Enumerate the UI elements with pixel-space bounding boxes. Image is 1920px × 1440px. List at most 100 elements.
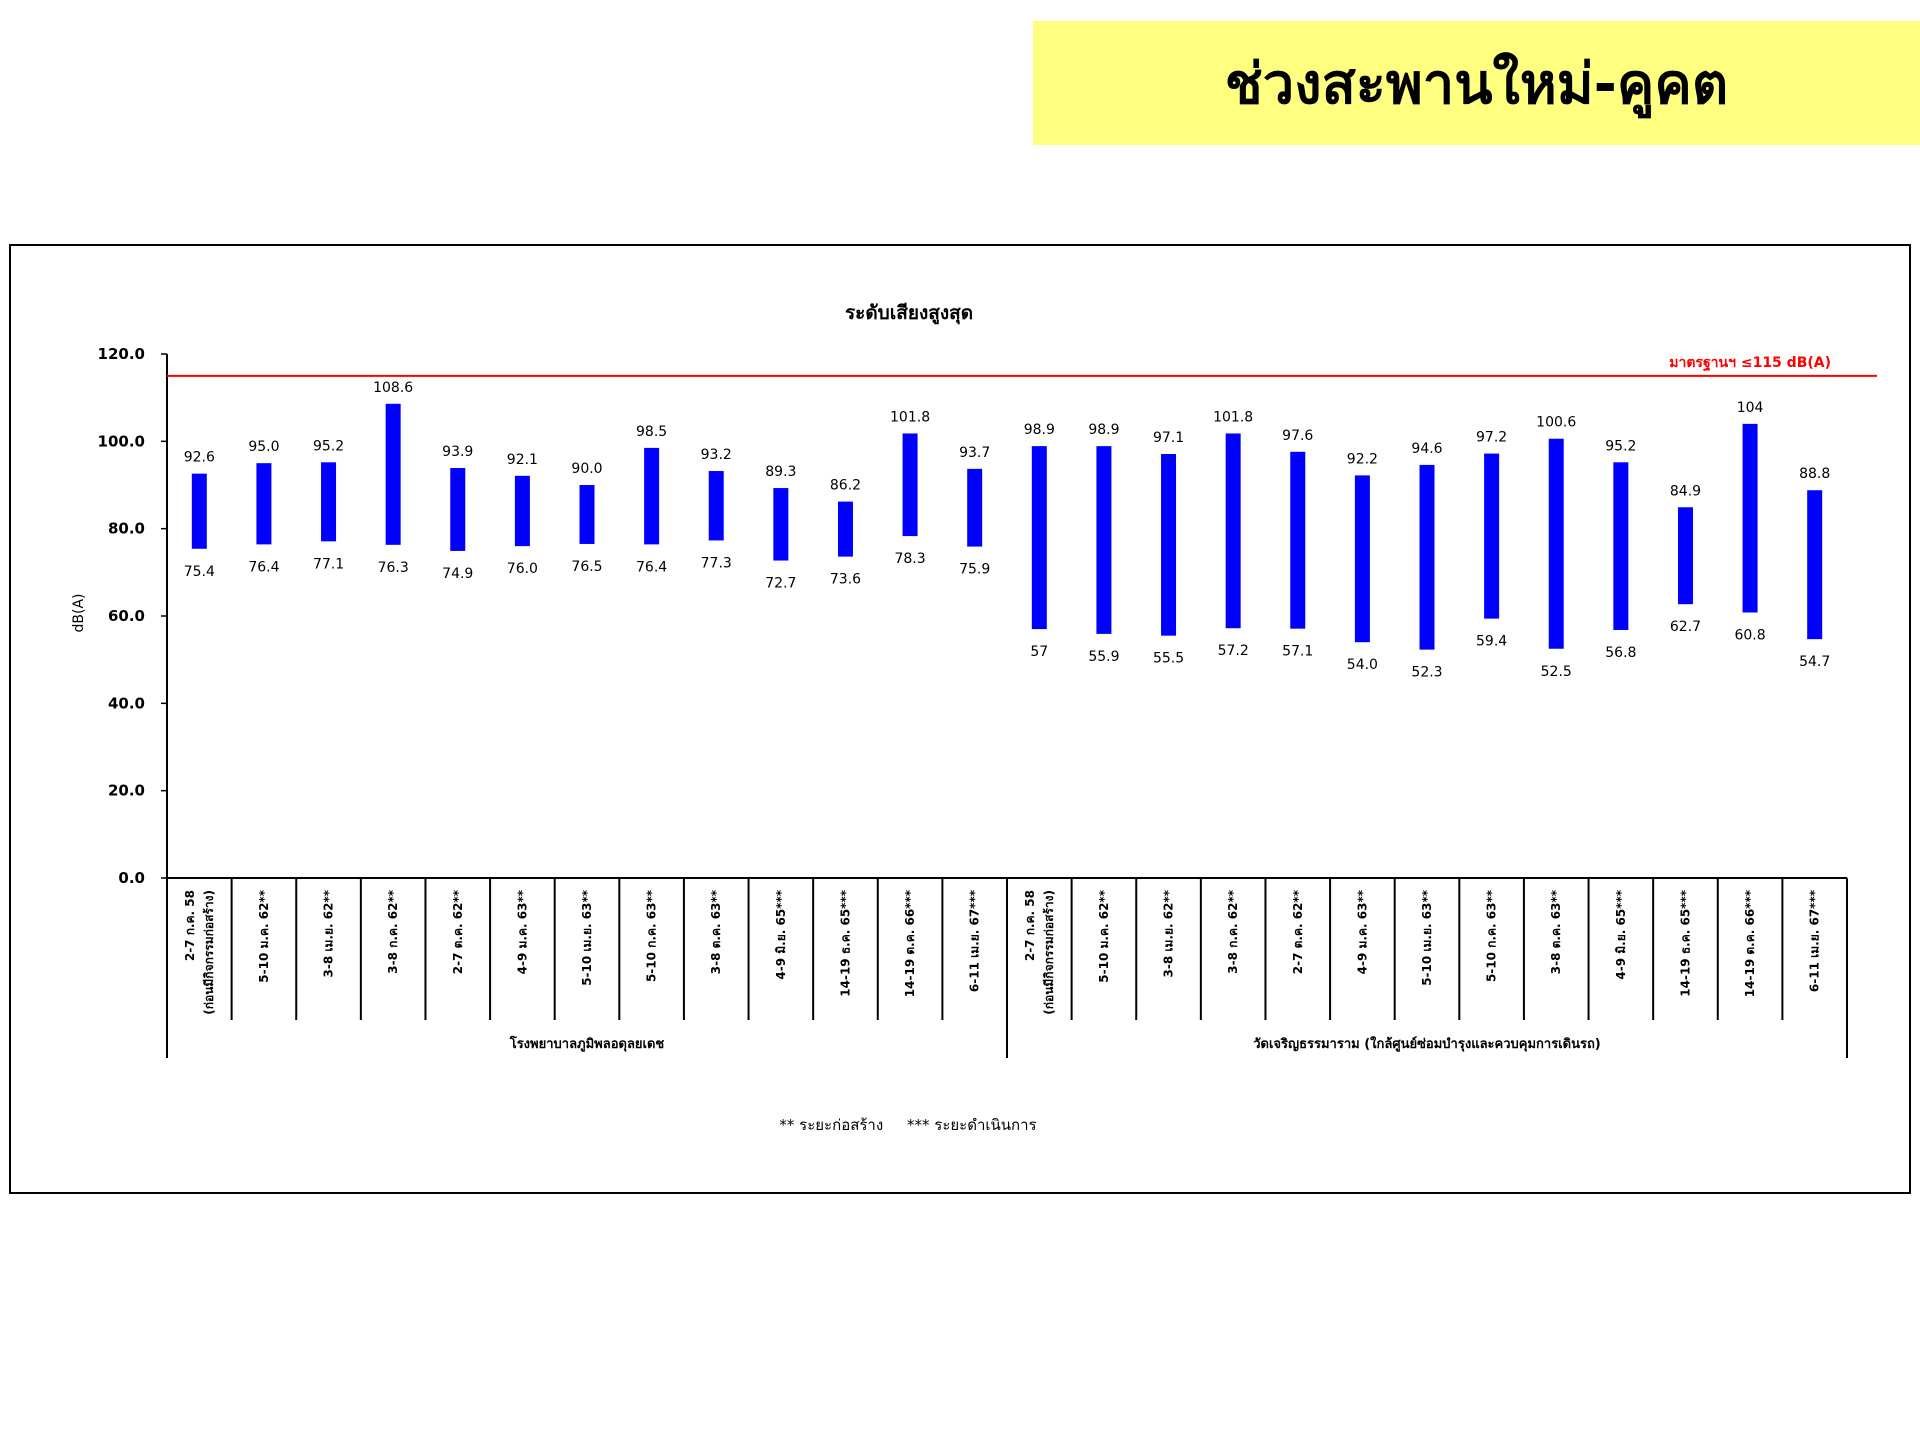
min-value-label: 55.5 xyxy=(1153,651,1184,667)
x-tick-label: 5-10 ก.ค. 63** xyxy=(1485,889,1499,982)
max-value-label: 95.2 xyxy=(1605,438,1636,454)
x-tick-label: 5-10 เม.ย. 63** xyxy=(580,889,594,986)
max-value-label: 95.2 xyxy=(313,438,344,454)
min-value-label: 57.2 xyxy=(1218,643,1249,659)
max-value-label: 98.5 xyxy=(636,424,667,440)
min-value-label: 74.9 xyxy=(442,566,473,582)
min-value-label: 75.9 xyxy=(959,562,990,578)
y-tick-label: 80.0 xyxy=(108,520,145,538)
x-tick-label: 14-19 ต.ค. 66*** xyxy=(903,889,917,997)
range-bar xyxy=(644,447,660,545)
min-value-label: 55.9 xyxy=(1088,649,1119,665)
range-bar xyxy=(1613,462,1629,630)
chart-title: ระดับเสียงสูงสุด xyxy=(845,302,973,325)
min-value-label: 57 xyxy=(1030,644,1048,660)
range-bar xyxy=(579,485,595,544)
x-tick-label: 5-10 ก.ค. 63** xyxy=(645,889,659,982)
x-tick-label: 4-9 ม.ค. 63** xyxy=(1355,889,1369,974)
max-value-label: 84.9 xyxy=(1670,483,1701,499)
range-bar xyxy=(321,462,337,542)
min-value-label: 62.7 xyxy=(1670,619,1701,635)
x-tick-label: 14-19 ธ.ค. 65*** xyxy=(1678,889,1692,996)
min-value-label: 72.7 xyxy=(765,576,796,592)
min-value-label: 54.0 xyxy=(1347,657,1378,673)
x-tick-label: 2-7 ต.ค. 62** xyxy=(1291,889,1305,974)
x-tick-label: 6-11 เม.ย. 67*** xyxy=(968,889,982,992)
max-value-label: 98.9 xyxy=(1088,422,1119,438)
min-value-label: 57.1 xyxy=(1282,644,1313,660)
max-value-label: 97.1 xyxy=(1153,430,1184,446)
max-value-label: 92.6 xyxy=(184,450,215,466)
max-value-label: 89.3 xyxy=(765,464,796,480)
title-banner: ช่วงสะพานใหม่-คูคต xyxy=(1033,21,1920,145)
range-bar xyxy=(450,467,466,551)
range-bar xyxy=(1031,446,1047,630)
min-value-label: 54.7 xyxy=(1799,654,1830,670)
y-tick-label: 100.0 xyxy=(98,432,145,450)
range-bar xyxy=(837,501,853,557)
x-tick-label: 3-8 ต.ค. 63** xyxy=(709,889,723,974)
x-tick-label: 2-7 ก.ค. 58 xyxy=(183,890,197,961)
x-tick-label: 14-19 ต.ค. 66*** xyxy=(1743,889,1757,997)
y-tick-label: 0.0 xyxy=(118,869,145,887)
x-tick-label: 3-8 ต.ค. 63** xyxy=(1549,889,1563,974)
y-axis-label: dB(A) xyxy=(71,594,87,633)
x-tick-label: 5-10 ม.ค. 62** xyxy=(1097,889,1111,982)
y-tick-label: 20.0 xyxy=(108,782,145,800)
range-bar xyxy=(256,463,272,545)
range-bar xyxy=(1096,446,1112,634)
range-bar xyxy=(1419,464,1435,650)
max-value-label: 94.6 xyxy=(1411,441,1442,457)
footnote: ** ระยะก่อสร้าง *** ระยะดำเนินการ xyxy=(779,1116,1036,1134)
range-bar xyxy=(902,433,918,537)
range-bar xyxy=(1484,453,1500,619)
x-tick-label: 14-19 ธ.ค. 65*** xyxy=(838,889,852,996)
max-value-label: 95.0 xyxy=(248,439,279,455)
page-title: ช่วงสะพานใหม่-คูคต xyxy=(1224,51,1729,117)
y-tick-label: 120.0 xyxy=(98,345,145,363)
max-value-label: 92.2 xyxy=(1347,451,1378,467)
min-value-label: 77.1 xyxy=(313,556,344,572)
range-bar xyxy=(385,403,401,545)
min-value-label: 60.8 xyxy=(1734,628,1765,644)
min-value-label: 77.3 xyxy=(701,555,732,571)
min-value-label: 75.4 xyxy=(184,564,215,580)
group-label: วัดเจริญธรรมาราม (ใกล้ศูนย์ซ่อมบำรุงและค… xyxy=(1253,1035,1601,1052)
max-value-label: 101.8 xyxy=(890,409,930,425)
group-label: โรงพยาบาลภูมิพลอดุลยเดช xyxy=(509,1035,665,1052)
min-value-label: 56.8 xyxy=(1605,645,1636,661)
standard-label: มาตรฐานฯ ≤115 dB(A) xyxy=(1669,355,1831,372)
max-value-label: 90.0 xyxy=(571,461,602,477)
range-bar xyxy=(773,488,789,561)
noise-chart: ระดับเสียงสูงสุด dB(A) มาตรฐานฯ ≤115 dB(… xyxy=(71,302,1877,1134)
max-value-label: 100.6 xyxy=(1536,415,1576,431)
x-tick-label: 6-11 เม.ย. 67*** xyxy=(1808,889,1822,992)
max-value-label: 92.1 xyxy=(507,452,538,468)
range-bar xyxy=(967,468,983,547)
max-value-label: 98.9 xyxy=(1024,422,1055,438)
min-value-label: 73.6 xyxy=(830,572,861,588)
chart-frame: ระดับเสียงสูงสุด dB(A) มาตรฐานฯ ≤115 dB(… xyxy=(9,244,1911,1194)
min-value-label: 76.4 xyxy=(248,559,279,575)
range-bar xyxy=(1807,490,1823,640)
range-bar xyxy=(1677,507,1693,605)
x-tick-label: 3-8 เม.ย. 62** xyxy=(1162,889,1176,977)
x-tick-label: 3-8 ก.ค. 62** xyxy=(1226,889,1240,973)
x-tick-label: 3-8 ก.ค. 62** xyxy=(386,889,400,973)
x-tick-label: 4-9 มิ.ย. 65*** xyxy=(774,889,788,979)
x-tick-label: 2-7 ต.ค. 62** xyxy=(451,889,465,974)
max-value-label: 93.9 xyxy=(442,444,473,460)
min-value-label: 76.4 xyxy=(636,559,667,575)
x-tick-label: 4-9 มิ.ย. 65*** xyxy=(1614,889,1628,979)
max-value-label: 86.2 xyxy=(830,478,861,494)
min-value-label: 59.4 xyxy=(1476,634,1507,650)
max-value-label: 101.8 xyxy=(1213,409,1253,425)
range-bar xyxy=(1290,451,1306,629)
x-tick-label: 3-8 เม.ย. 62** xyxy=(322,889,336,977)
min-value-label: 78.3 xyxy=(894,551,925,567)
x-tick-label: (ก่อนมีกิจกรรมก่อสร้าง) xyxy=(202,890,216,1015)
x-tick-label: 5-10 เม.ย. 63** xyxy=(1420,889,1434,986)
min-value-label: 52.3 xyxy=(1411,665,1442,681)
max-value-label: 93.7 xyxy=(959,445,990,461)
max-value-label: 108.6 xyxy=(373,380,413,396)
